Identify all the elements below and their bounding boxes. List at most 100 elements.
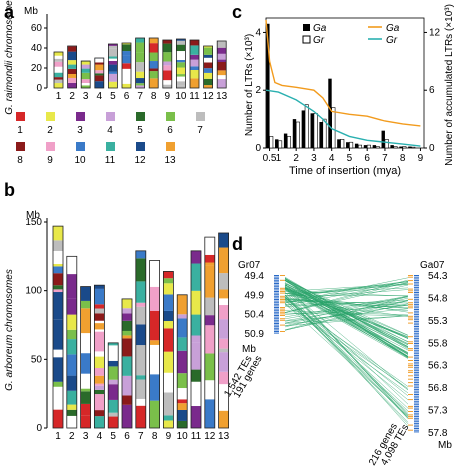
d-gene-mark <box>414 373 419 375</box>
b-segment <box>204 262 215 266</box>
c-legend-label-ga-line: Ga <box>386 23 400 34</box>
b-segment <box>80 388 91 392</box>
a-segment <box>67 73 77 78</box>
b-segment <box>53 349 63 358</box>
a-segment <box>149 61 159 69</box>
b-segment <box>177 350 188 374</box>
d-gene-mark <box>274 316 279 318</box>
b-segment <box>53 285 63 290</box>
c-bar-ga <box>399 146 403 148</box>
d-te-mark <box>408 348 413 350</box>
b-segment <box>191 369 201 382</box>
b-segment <box>135 281 146 303</box>
b-segment <box>108 345 119 361</box>
d-gene-mark <box>414 419 419 421</box>
b-segment <box>218 319 229 339</box>
d-te-mark <box>408 417 413 419</box>
d-gene-mark <box>274 303 279 305</box>
c-bar-gr <box>322 118 327 149</box>
b-segment <box>66 409 77 416</box>
d-gene-mark <box>274 281 279 283</box>
a-chromosome-outline <box>53 51 64 89</box>
a-chromosome-9: 9 <box>162 39 173 102</box>
b-segment <box>66 274 77 299</box>
c-xtick-label: 1 <box>276 153 282 164</box>
d-right-unit: Mb <box>438 440 452 451</box>
d-gene-mark <box>414 424 419 426</box>
a-segment <box>149 38 159 44</box>
d-gene-mark <box>414 368 419 370</box>
b-chromosome-6: 6 <box>121 298 133 442</box>
b-segment <box>94 375 105 384</box>
a-segment <box>67 51 77 61</box>
d-te-mark <box>408 292 413 293</box>
a-segment <box>94 81 104 88</box>
b-yunit: Mb <box>26 210 40 221</box>
d-gene-mark <box>414 358 419 360</box>
a-segment <box>122 73 131 81</box>
a-segment <box>203 85 213 88</box>
a-segment <box>67 68 77 74</box>
b-segment <box>53 381 63 387</box>
d-link <box>284 288 409 427</box>
d-te-mark <box>280 324 285 326</box>
b-segment <box>135 405 146 428</box>
b-segment <box>94 308 105 314</box>
b-chromosome-label: 5 <box>110 431 116 442</box>
a-segment <box>135 83 145 86</box>
d-te-mark <box>408 288 413 290</box>
d-te-mark <box>408 315 413 317</box>
a-segment <box>190 40 199 46</box>
a-segment <box>203 46 213 48</box>
b-segment <box>108 379 119 385</box>
d-link <box>284 303 409 417</box>
d-gene-mark <box>414 276 419 278</box>
a-segment <box>162 61 172 66</box>
d-te-mark <box>408 298 413 300</box>
d-gene-mark <box>414 380 419 382</box>
d-gene-mark <box>414 339 419 341</box>
d-gene-mark <box>274 294 279 296</box>
d-gene-mark <box>414 354 419 356</box>
b-segment <box>122 375 132 396</box>
d-gene-mark <box>274 315 279 316</box>
d-te-mark <box>280 307 285 308</box>
d-right-tick-label: 57.3 <box>428 406 448 417</box>
d-right-tick-label: 56.8 <box>428 383 448 394</box>
d-gene-mark <box>274 299 279 300</box>
d-gene-mark <box>274 332 279 334</box>
d-gene-mark <box>414 412 419 414</box>
a-chromosome-label: 13 <box>216 91 228 102</box>
b-segment <box>163 420 174 428</box>
a-ytick-label: 20 <box>31 63 43 74</box>
a-segment <box>54 58 63 62</box>
d-gene-mark <box>414 366 419 368</box>
d-link <box>284 289 409 300</box>
a-segment <box>54 61 63 67</box>
d-gene-mark <box>274 278 279 280</box>
d-gene-mark <box>274 318 279 320</box>
d-te-mark <box>408 378 413 380</box>
b-segment <box>53 250 63 264</box>
a-chromosome-outline <box>203 45 214 89</box>
b-segment <box>94 385 105 390</box>
a-chromosome-outline <box>94 57 105 89</box>
b-chromosome-label: 13 <box>218 431 230 442</box>
b-chromosome-12: 12 <box>204 236 216 442</box>
d-gene-mark <box>414 292 419 293</box>
b-ytick-label: 50 <box>31 354 43 365</box>
a-segment <box>108 44 118 46</box>
panel-label-b: b <box>4 180 15 200</box>
c-bar-ga <box>354 143 359 148</box>
a-segment <box>217 47 227 54</box>
d-link <box>284 310 409 316</box>
d-gene-mark <box>274 307 279 308</box>
d-link <box>284 300 409 331</box>
b-segment <box>80 308 91 334</box>
a-chromosome-label: 2 <box>69 91 75 102</box>
a-segment <box>108 81 118 88</box>
b-segment <box>163 310 174 322</box>
a-yunit: Mb <box>24 6 38 17</box>
a-chromosome-label: 7 <box>137 91 143 102</box>
d-gene-mark <box>414 409 419 411</box>
